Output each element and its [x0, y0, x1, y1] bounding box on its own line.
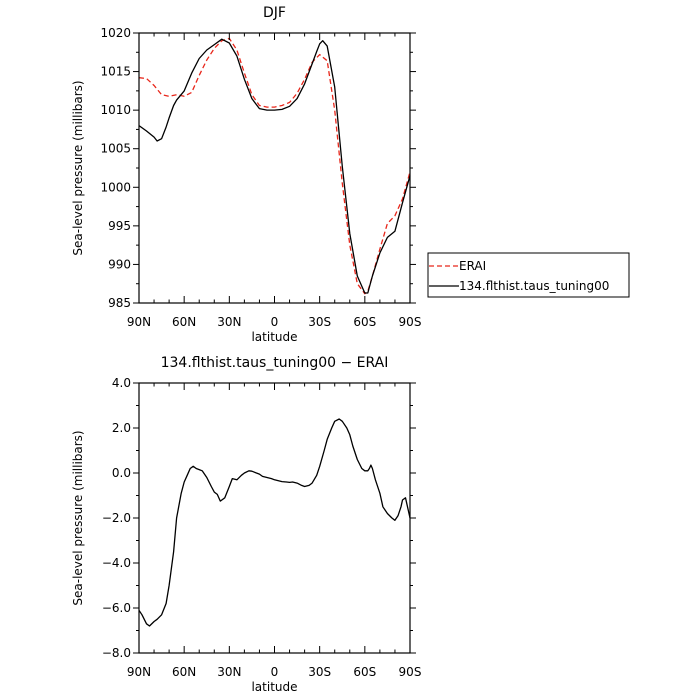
- x-tick-label: 0: [271, 315, 279, 329]
- y-tick-label: 1000: [100, 180, 131, 194]
- series-line-134-flthist-taus-tuning00: [138, 38, 411, 294]
- series-line-diff-0: [138, 418, 411, 627]
- x-tick-label: 30S: [308, 665, 331, 679]
- x-tick-label: 60S: [353, 315, 376, 329]
- y-tick-label: 0.0: [112, 466, 131, 480]
- x-tick-label: 60S: [353, 665, 376, 679]
- y-axis-label: Sea-level pressure (millibars): [71, 80, 85, 255]
- y-tick-label: 995: [108, 219, 131, 233]
- y-tick-label: 985: [108, 296, 131, 310]
- y-tick-label: 4.0: [112, 376, 131, 390]
- x-axis-label: latitude: [251, 330, 297, 344]
- chart-title: DJF: [263, 5, 286, 21]
- y-axis-label: Sea-level pressure (millibars): [71, 430, 85, 605]
- y-tick-label: −8.0: [102, 646, 131, 660]
- plot-frame: [138, 32, 411, 304]
- x-tick-label: 90S: [399, 665, 422, 679]
- plot-frame: [138, 382, 411, 654]
- bottom-plot: 90N 60N 30N 0 30S 60S 90S −8.0 −6.0 −4.0 −2.0 0.0 2.…: [71, 355, 421, 694]
- legend-label: ERAI: [459, 259, 486, 273]
- y-tick-label: 2.0: [112, 421, 131, 435]
- y-tick-label: −4.0: [102, 556, 131, 570]
- legend-label: 134.flthist.taus_tuning00: [459, 279, 609, 293]
- legend-box: [427, 252, 630, 298]
- top-plot: 90N 60N 30N 0 30S 60S 90S 985 990 995 1000 1005 1010…: [71, 5, 421, 344]
- y-tick-label: −6.0: [102, 601, 131, 615]
- chart-title: 134.flthist.taus_tuning00 − ERAI: [161, 355, 389, 371]
- x-axis-label: latitude: [251, 680, 297, 694]
- x-tick-label: 60N: [172, 665, 196, 679]
- x-tick-label: 0: [271, 665, 279, 679]
- y-tick-label: 1015: [100, 65, 131, 79]
- x-tick-label: 30S: [308, 315, 331, 329]
- x-tick-label: 30N: [217, 665, 241, 679]
- x-tick-label: 60N: [172, 315, 196, 329]
- series-line-erai: [138, 37, 411, 295]
- y-tick-label: 1020: [100, 26, 131, 40]
- y-tick-label: 990: [108, 257, 131, 271]
- y-tick-label: −2.0: [102, 511, 131, 525]
- legend: ERAI 134.flthist.taus_tuning00: [427, 252, 630, 298]
- x-tick-label: 90N: [127, 665, 151, 679]
- y-tick-label: 1010: [100, 103, 131, 117]
- y-tick-label: 1005: [100, 142, 131, 156]
- x-tick-label: 90S: [399, 315, 422, 329]
- x-tick-label: 30N: [217, 315, 241, 329]
- x-tick-label: 90N: [127, 315, 151, 329]
